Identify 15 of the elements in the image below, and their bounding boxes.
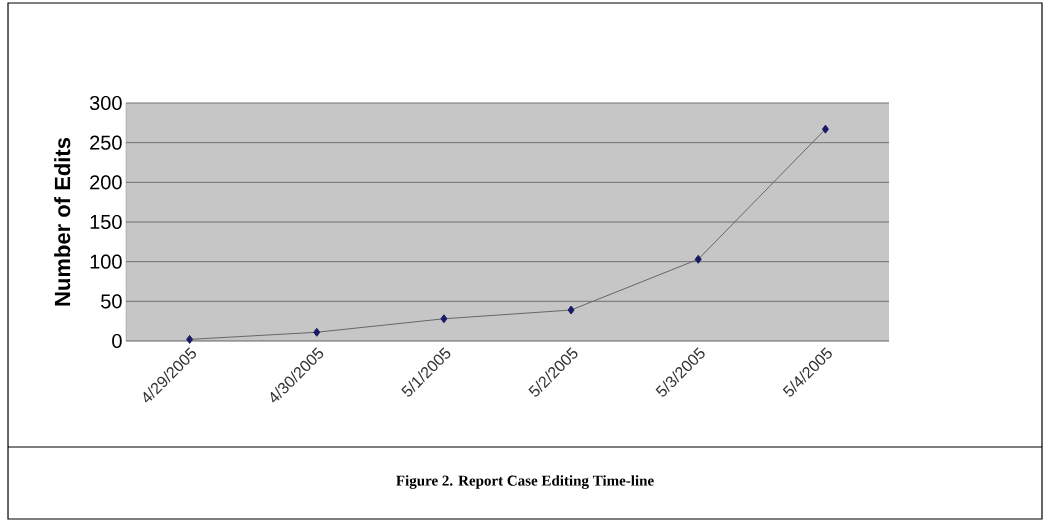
y-tick-label: 250 — [90, 135, 122, 150]
point — [567, 305, 575, 315]
y-tick-label: 200 — [90, 175, 122, 190]
text: Figure 2. Report Case Editing Time-line — [396, 475, 654, 489]
point — [313, 327, 321, 337]
y-tick-label: 100 — [90, 254, 122, 269]
y-tick-label: 300 — [89, 95, 122, 111]
point — [440, 314, 448, 324]
y-tick-label: 50 — [101, 294, 122, 309]
point — [186, 334, 194, 344]
y-axis-title: Number of Edits — [54, 137, 71, 306]
point — [821, 124, 829, 134]
y-tick-label: 150 — [90, 214, 122, 230]
y-tick-label: 0 — [112, 333, 122, 349]
point — [694, 254, 702, 264]
